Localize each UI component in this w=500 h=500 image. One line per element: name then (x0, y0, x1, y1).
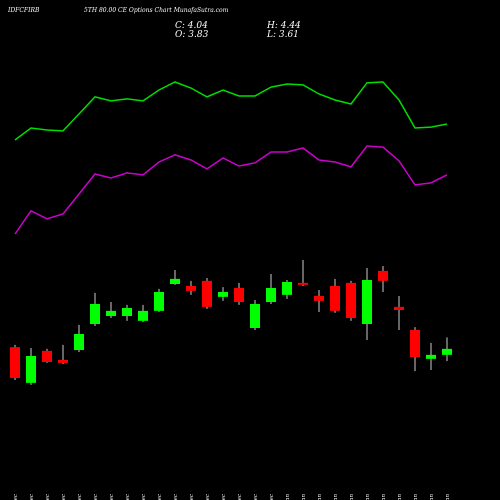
candle-body (266, 288, 276, 302)
candle-body (218, 292, 228, 297)
x-tick-label: 03 Jan (317, 494, 323, 500)
candle-body (362, 280, 372, 324)
candle-body (298, 282, 308, 285)
x-tick-label: 24 Dec (205, 494, 211, 500)
x-tick-label: 07 Jan (349, 494, 355, 500)
x-tick-label: 13 Jan (413, 494, 419, 500)
candle-body (154, 292, 164, 311)
candle-body (330, 286, 340, 311)
x-tick-label: 05 Dec (13, 494, 19, 500)
x-tick-label: 26 Dec (221, 494, 227, 500)
candle-body (282, 282, 292, 295)
x-tick-label: 18 Dec (141, 494, 147, 500)
candle-body (314, 296, 324, 301)
candle-body (378, 270, 388, 281)
candle-body (426, 354, 436, 359)
x-tick-label: 08 Jan (365, 494, 371, 500)
candle-body (90, 304, 100, 324)
x-tick-label: 10 Jan (397, 494, 403, 500)
candle-body (10, 347, 20, 378)
x-tick-label: 09 Dec (29, 494, 35, 500)
candle-body (394, 306, 404, 310)
candle-body (202, 280, 212, 307)
x-tick-label: 01 Jan (285, 494, 291, 500)
candle-body (106, 310, 116, 316)
x-tick-label: 12 Dec (77, 494, 83, 500)
x-tick-label: 19 Dec (157, 494, 163, 500)
x-tick-label: 02 Jan (301, 494, 307, 500)
candle-body (346, 282, 356, 318)
stat-high: H: 4.44 (266, 21, 301, 31)
candle-body (122, 308, 132, 316)
x-tick-label: 10 Dec (45, 494, 51, 500)
stat-close: C: 4.04 (175, 21, 208, 31)
candle-body (58, 360, 68, 363)
x-tick-label: 16 Dec (109, 494, 115, 500)
candle-body (410, 330, 420, 358)
candle-body (74, 334, 84, 350)
x-tick-label: 11 Dec (61, 494, 67, 500)
candle-body (186, 286, 196, 291)
x-tick-label: 23 Dec (189, 494, 195, 500)
x-tick-label: 14 Jan (429, 494, 435, 500)
x-tick-label: 20 Dec (173, 494, 179, 500)
candle-body (138, 310, 148, 321)
x-tick-label: 31 Dec (269, 494, 275, 500)
candle-body (250, 304, 260, 328)
x-tick-label: 06 Jan (333, 494, 339, 500)
x-tick-label: 30 Dec (253, 494, 259, 500)
x-tick-label: 17 Dec (125, 494, 131, 500)
x-tick-label: 27 Dec (237, 494, 243, 500)
stat-open: O: 3.83 (175, 30, 209, 40)
stat-low: L: 3.61 (266, 30, 299, 40)
candle-body (42, 350, 52, 362)
band-line (14, 81, 448, 141)
x-tick-label: 15 Jan (445, 494, 451, 500)
candle-body (442, 348, 452, 355)
chart-title: IDFCFIRB (7, 7, 40, 14)
candle-body (234, 288, 244, 302)
chart-subtitle: 5TH 80.00 CE Options Chart MunafaSutra.c… (84, 7, 229, 14)
band-line (14, 145, 448, 235)
candle-body (170, 278, 180, 284)
candle-body (26, 356, 36, 383)
x-tick-label: 13 Dec (93, 494, 99, 500)
x-tick-label: 09 Jan (381, 494, 387, 500)
